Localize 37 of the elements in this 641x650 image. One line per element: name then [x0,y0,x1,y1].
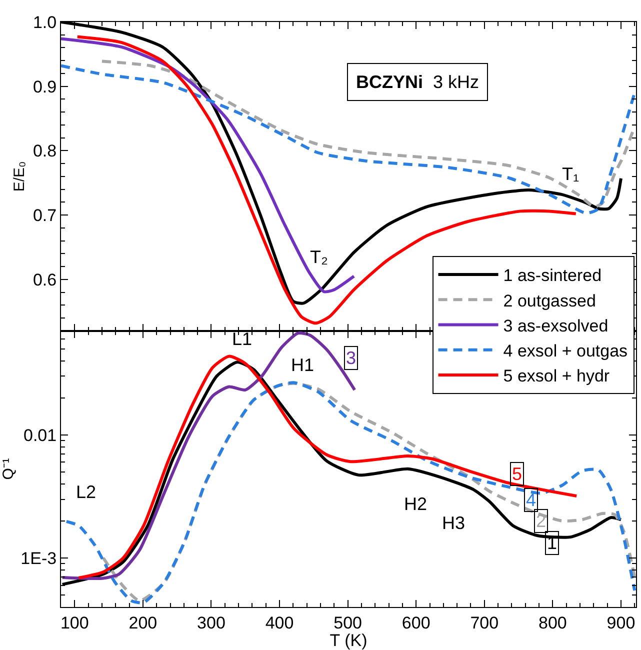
annotation: H1 [291,355,314,375]
x-tick-label: 300 [197,613,226,632]
y-axis-title: Q⁻¹ [0,458,17,480]
x-tick-label: 400 [265,613,294,632]
line-series [61,332,356,580]
legend-label: 5 exsol + hydr [503,366,610,386]
x-tick-label: 800 [538,613,567,632]
annotation: H3 [442,513,466,533]
x-tick-label: 900 [606,613,636,632]
line-series [61,37,356,294]
annotation: 5 [512,464,522,484]
x-tick-label: 100 [60,613,89,632]
y-tick-label: 1E-3 [20,548,57,568]
legend-label: 4 exsol + outgas [503,341,628,360]
annotation: T₁ [562,164,580,184]
y-tick-label: 1.0 [32,12,57,32]
annotation: L1 [232,329,252,349]
y-tick-label: 0.9 [32,77,57,96]
annotation: 4 [526,490,536,510]
y-axis-title: E/E₀ [11,161,28,192]
x-axis-title: T (K) [330,631,368,650]
x-tick-label: 500 [334,613,362,632]
annotation: T₂ [310,247,328,267]
legend-label: 3 as-exsolved [503,316,608,336]
y-tick-label: 0.6 [32,270,57,290]
legend-label: 2 outgassed [503,291,596,310]
x-tick-label: 200 [128,613,158,632]
annotation: H2 [404,494,428,514]
x-tick-label: 700 [470,613,499,632]
y-tick-label: 0.7 [32,206,57,225]
x-tick-label: 600 [402,613,430,632]
annotation: BCZYNi 3 kHz [356,72,480,92]
annotation: 3 [346,348,356,368]
legend-label: 1 as-sintered [503,266,602,286]
annotation: L2 [76,482,96,502]
y-tick-label: 0.8 [32,142,57,161]
y-tick-label: 0.01 [24,426,57,445]
